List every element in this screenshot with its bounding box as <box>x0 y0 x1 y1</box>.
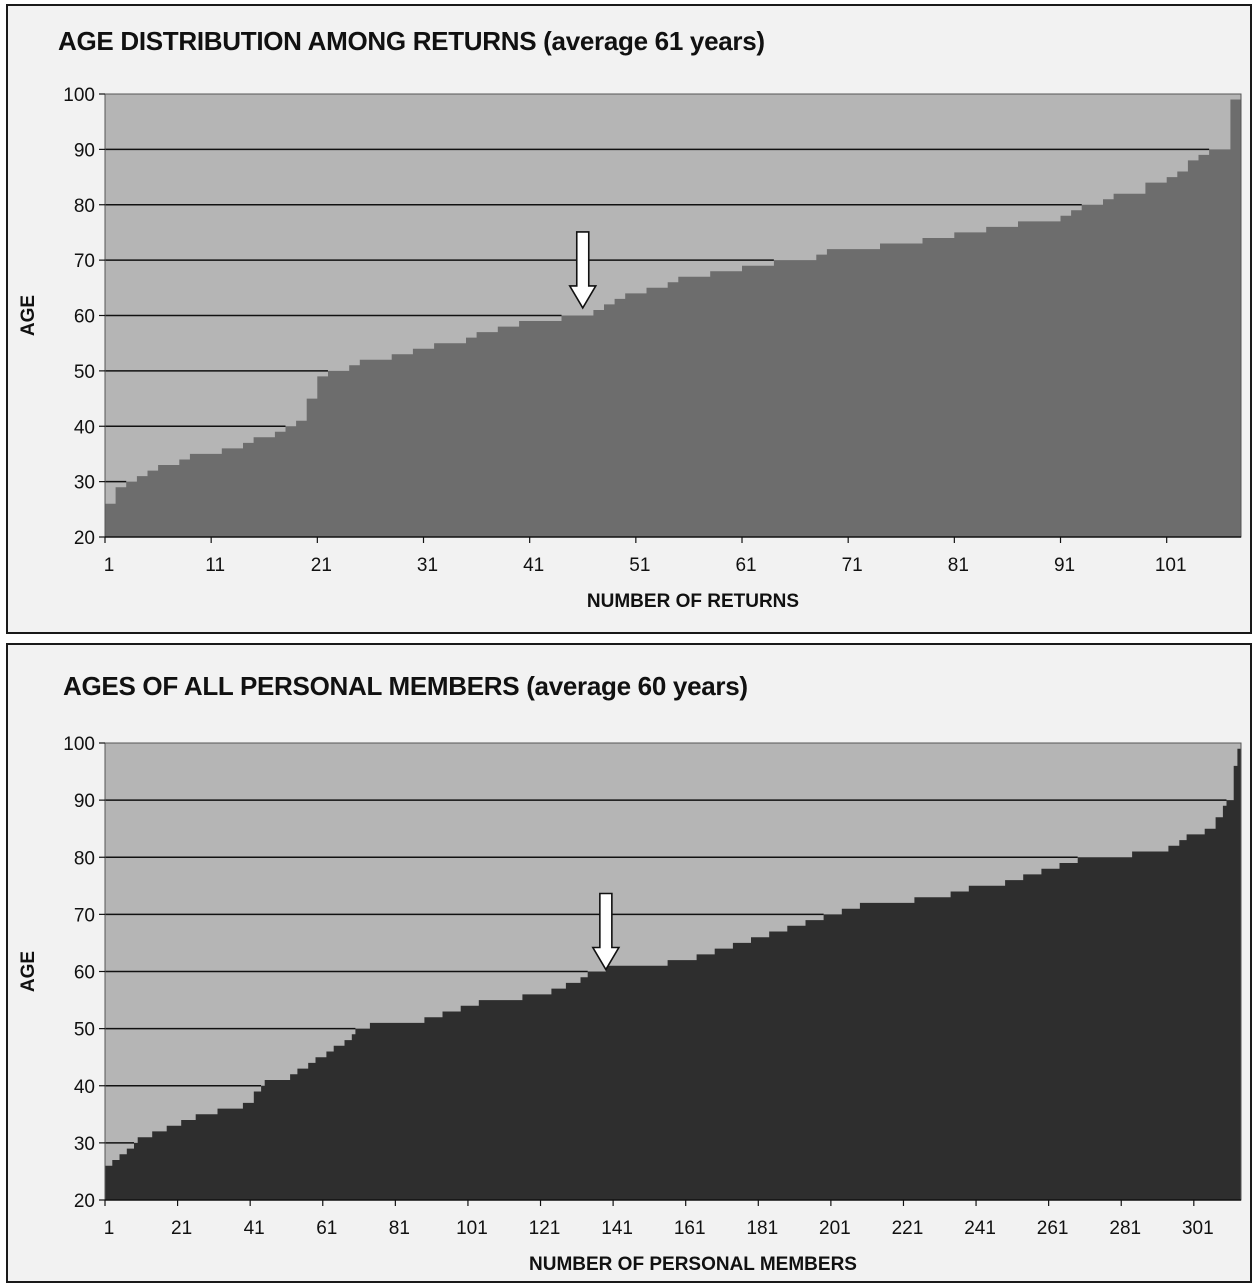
age-area-series <box>105 99 1241 537</box>
y-tick-label: 40 <box>74 417 95 438</box>
y-tick-label: 90 <box>74 791 95 812</box>
y-tick-label: 100 <box>63 734 95 755</box>
x-tick-label: 181 <box>746 1218 778 1239</box>
y-tick-label: 90 <box>74 140 95 161</box>
x-tick-label: 101 <box>1155 555 1187 576</box>
x-tick-label: 121 <box>529 1218 561 1239</box>
x-tick-label: 81 <box>389 1218 410 1239</box>
y-tick-label: 60 <box>74 307 95 328</box>
y-tick-label: 70 <box>74 251 95 272</box>
x-tick-label: 91 <box>1054 555 1075 576</box>
age-area-series <box>105 748 1241 1200</box>
y-tick-label: 40 <box>74 1077 95 1098</box>
y-tick-label: 60 <box>74 963 95 984</box>
chart-title: AGE DISTRIBUTION AMONG RETURNS (average … <box>58 26 765 56</box>
x-tick-label: 301 <box>1182 1218 1214 1239</box>
x-tick-label: 1 <box>104 555 115 576</box>
x-tick-label: 21 <box>171 1218 192 1239</box>
x-tick-label: 11 <box>205 555 225 576</box>
x-tick-label: 51 <box>629 555 650 576</box>
y-tick-label: 50 <box>74 362 95 383</box>
y-axis-title: AGE <box>18 295 39 336</box>
x-tick-label: 101 <box>456 1218 488 1239</box>
x-axis-title: NUMBER OF RETURNS <box>587 591 799 612</box>
chart-panel-returns: AGE DISTRIBUTION AMONG RETURNS (average … <box>6 4 1252 634</box>
x-tick-label: 21 <box>311 555 332 576</box>
y-tick-label: 70 <box>74 905 95 926</box>
x-tick-label: 241 <box>964 1218 996 1239</box>
x-tick-label: 71 <box>842 555 863 576</box>
x-tick-label: 31 <box>417 555 438 576</box>
x-axis-title: NUMBER OF PERSONAL MEMBERS <box>529 1254 857 1275</box>
x-tick-label: 61 <box>316 1218 337 1239</box>
x-tick-label: 141 <box>601 1218 633 1239</box>
x-tick-label: 201 <box>819 1218 851 1239</box>
x-tick-label: 81 <box>948 555 969 576</box>
average-arrow-icon <box>568 231 598 310</box>
x-tick-label: 61 <box>735 555 756 576</box>
y-tick-label: 80 <box>74 848 95 869</box>
y-tick-label: 30 <box>74 473 95 494</box>
x-tick-label: 161 <box>674 1218 706 1239</box>
x-tick-label: 1 <box>104 1218 115 1239</box>
chart-panel-members: AGES OF ALL PERSONAL MEMBERS (average 60… <box>6 643 1252 1283</box>
chart-title: AGES OF ALL PERSONAL MEMBERS (average 60… <box>63 671 748 701</box>
y-tick-label: 20 <box>74 528 95 549</box>
y-axis-title: AGE <box>18 951 39 992</box>
y-tick-label: 80 <box>74 196 95 217</box>
x-tick-label: 281 <box>1109 1218 1141 1239</box>
y-tick-label: 50 <box>74 1020 95 1041</box>
y-tick-label: 20 <box>74 1191 95 1212</box>
y-tick-label: 30 <box>74 1134 95 1155</box>
x-tick-label: 261 <box>1037 1218 1069 1239</box>
x-tick-label: 41 <box>523 555 544 576</box>
x-tick-label: 41 <box>244 1218 265 1239</box>
average-arrow-icon <box>591 892 621 972</box>
x-tick-label: 221 <box>892 1218 924 1239</box>
y-tick-label: 100 <box>63 85 95 106</box>
